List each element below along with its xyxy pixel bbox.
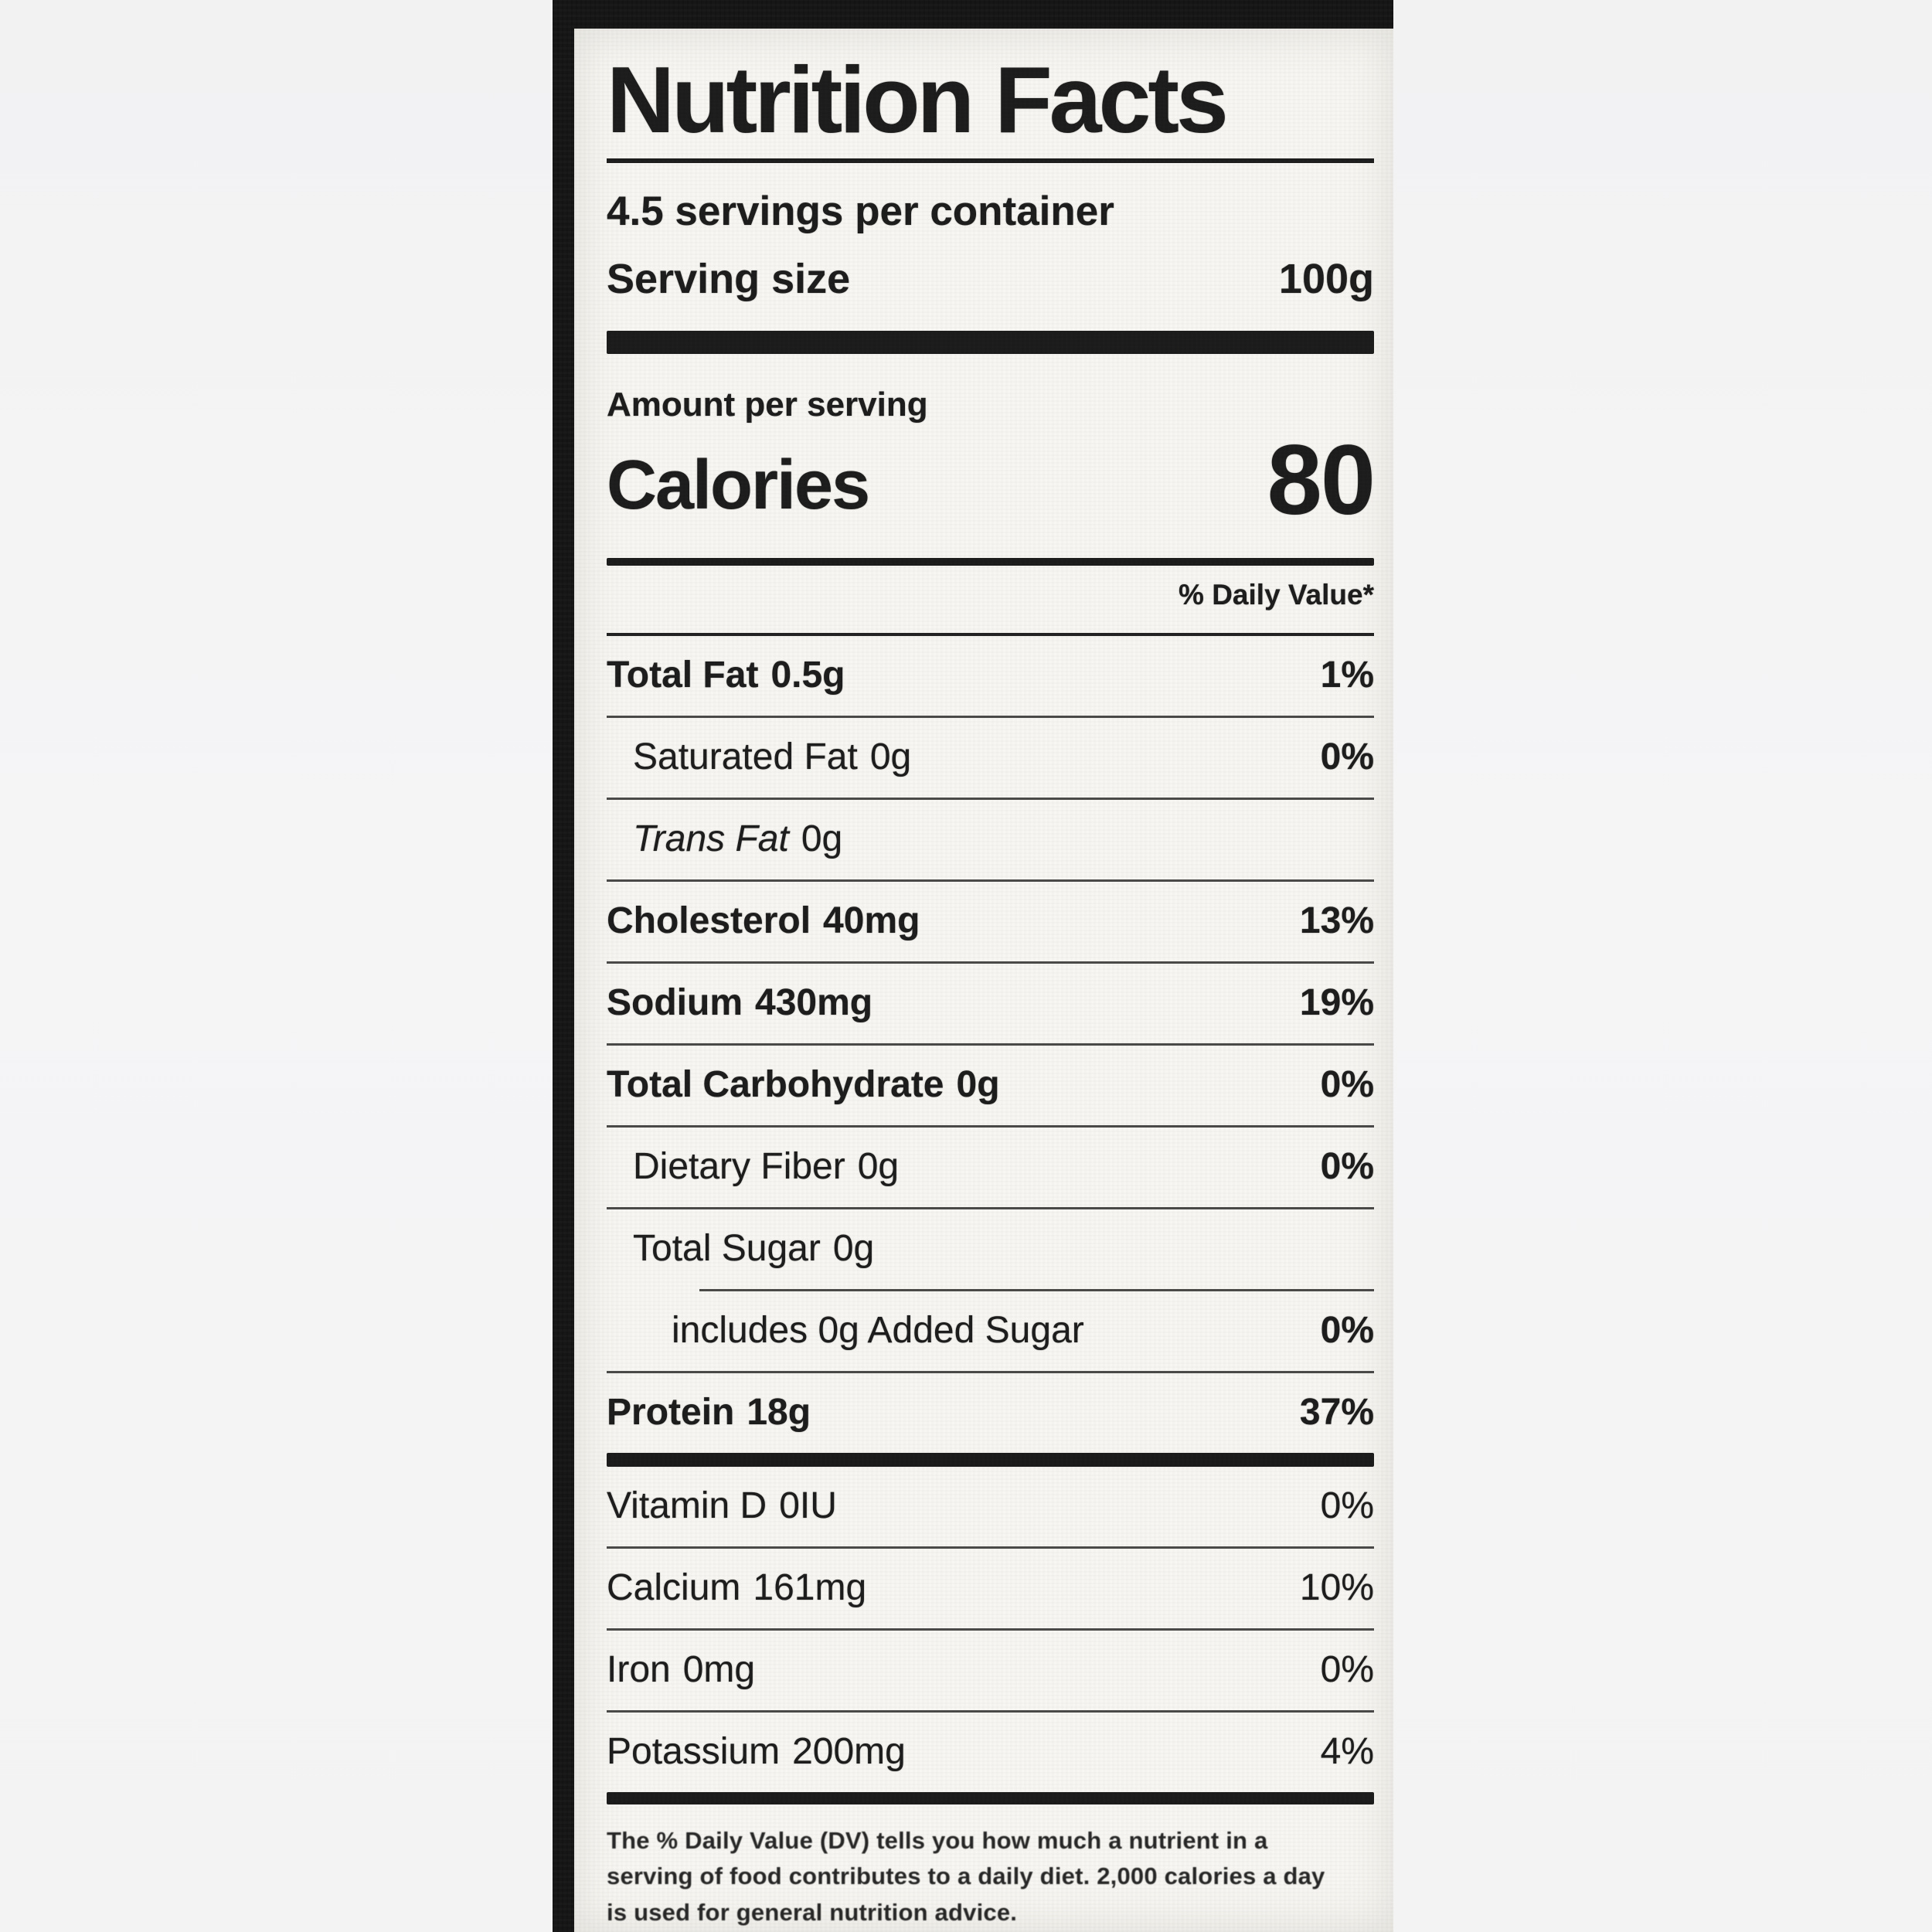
row-divider	[607, 1206, 1374, 1209]
nutrient-name: Calcium	[607, 1567, 741, 1609]
nutrient-row-protein: Protein 18g 37%	[607, 1373, 1374, 1453]
daily-value-footnote: The % Daily Value (DV) tells you how muc…	[607, 1826, 1325, 1926]
thick-separator-bar-top	[607, 331, 1374, 355]
nutrient-dv: 37%	[1299, 1392, 1374, 1434]
row-divider	[607, 1043, 1374, 1046]
calories-row: Calories 80	[607, 425, 1376, 536]
nutrient-name: Vitamin D	[607, 1485, 767, 1527]
nutrient-row-iron: Iron 0mg 0%	[607, 1631, 1374, 1710]
nutrient-name: Saturated Fat	[633, 736, 858, 778]
nutrient-row-cholesterol: Cholesterol 40mg 13%	[607, 882, 1374, 961]
nutrient-row-calcium: Calcium 161mg 10%	[607, 1549, 1374, 1628]
calories-label: Calories	[607, 447, 870, 525]
nutrient-dv: 4%	[1320, 1731, 1374, 1773]
nutrient-amount: 0mg	[682, 1649, 756, 1691]
nutrient-row-dietary-fiber: Dietary Fiber 0g 0%	[607, 1128, 1374, 1207]
nutrient-name: includes 0g Added Sugar	[672, 1310, 1084, 1352]
nutrient-dv: 19%	[1299, 982, 1374, 1024]
nutrient-name: Sodium	[607, 982, 743, 1024]
nutrient-name: Total Sugar	[633, 1228, 821, 1270]
serving-size-label: Serving size	[607, 256, 851, 303]
calories-value: 80	[1267, 425, 1376, 536]
row-divider	[607, 961, 1374, 964]
nutrient-row-added-sugar: includes 0g Added Sugar 0%	[607, 1291, 1374, 1371]
product-photo-strip: Nutrition Facts 4.5 servings per contain…	[553, 0, 1393, 1932]
nutrition-facts-title: Nutrition Facts	[607, 47, 1229, 152]
row-divider	[607, 879, 1374, 882]
nutrient-amount: 40mg	[823, 900, 920, 942]
nutrient-row-trans-fat: Trans Fat 0g	[607, 800, 1374, 879]
row-divider	[607, 1628, 1374, 1631]
nutrient-amount: 161mg	[753, 1567, 867, 1609]
row-divider	[607, 1124, 1374, 1128]
nutrient-name: Total Carbohydrate	[607, 1064, 944, 1106]
nutrient-row-saturated-fat: Saturated Fat 0g 0%	[607, 718, 1374, 798]
nutrition-facts-label: Nutrition Facts 4.5 servings per contain…	[574, 29, 1393, 1932]
nutrient-row-potassium: Potassium 200mg 4%	[607, 1713, 1374, 1792]
nutrient-dv: 1%	[1320, 655, 1374, 696]
calories-separator-rule	[607, 557, 1374, 566]
nutrient-name: Dietary Fiber	[633, 1146, 845, 1188]
nutrient-amount: 0g	[832, 1228, 875, 1270]
daily-value-header: % Daily Value*	[1179, 578, 1374, 611]
row-divider	[607, 1370, 1374, 1373]
nutrient-amount: 0g	[857, 1146, 900, 1188]
nutrient-row-total-carbohydrate: Total Carbohydrate 0g 0%	[607, 1046, 1374, 1125]
nutrient-name: Total Fat	[607, 655, 759, 696]
nutrient-amount: 200mg	[792, 1731, 906, 1773]
nutrient-amount: 0.5g	[770, 655, 845, 696]
nutrient-name: Protein	[607, 1392, 735, 1434]
nutrient-dv: 0%	[1320, 1064, 1374, 1106]
nutrient-name: Iron	[607, 1649, 671, 1691]
nutrient-dv: 0%	[1320, 1310, 1374, 1352]
thick-separator-bar-protein	[607, 1452, 1374, 1467]
row-divider	[607, 1709, 1374, 1713]
nutrient-name: Trans Fat	[633, 818, 789, 860]
nutrient-amount: 0g	[956, 1064, 1000, 1106]
amount-per-serving-label: Amount per serving	[607, 386, 928, 424]
nutrient-dv: 13%	[1299, 900, 1374, 942]
nutrient-table: Total Fat 0.5g 1% Saturated Fat 0g 0% Tran…	[607, 632, 1374, 1804]
nutrient-amount: 0g	[801, 818, 843, 860]
nutrient-amount: 18g	[747, 1392, 811, 1434]
row-divider	[607, 797, 1374, 800]
nutrient-row-total-sugar: Total Sugar 0g	[607, 1209, 1374, 1289]
nutrient-dv: 0%	[1320, 1146, 1374, 1188]
nutrient-row-vitamin-d: Vitamin D 0IU 0%	[607, 1467, 1374, 1546]
row-divider	[607, 1546, 1374, 1549]
nutrient-dv: 0%	[1320, 736, 1374, 778]
row-divider	[607, 715, 1374, 718]
nutrient-dv: 10%	[1299, 1567, 1374, 1609]
row-divider-inset	[699, 1288, 1374, 1291]
nutrient-dv: 0%	[1320, 1649, 1374, 1691]
nutrient-name: Potassium	[607, 1731, 781, 1773]
nutrient-dv: 0%	[1320, 1485, 1374, 1527]
nutrient-name: Cholesterol	[607, 900, 811, 942]
serving-size-row: Serving size 100g	[607, 258, 1374, 300]
serving-size-value: 100g	[1278, 256, 1374, 303]
nutrient-amount: 430mg	[755, 982, 873, 1024]
nutrient-amount: 0g	[869, 736, 912, 778]
servings-per-container: 4.5 servings per container	[607, 189, 1114, 235]
nutrient-row-sodium: Sodium 430mg 19%	[607, 964, 1374, 1043]
nutrient-amount: 0IU	[779, 1485, 837, 1527]
title-rule	[607, 158, 1374, 164]
thick-separator-bar-bottom	[607, 1791, 1374, 1804]
nutrient-row-total-fat: Total Fat 0.5g 1%	[607, 636, 1374, 716]
